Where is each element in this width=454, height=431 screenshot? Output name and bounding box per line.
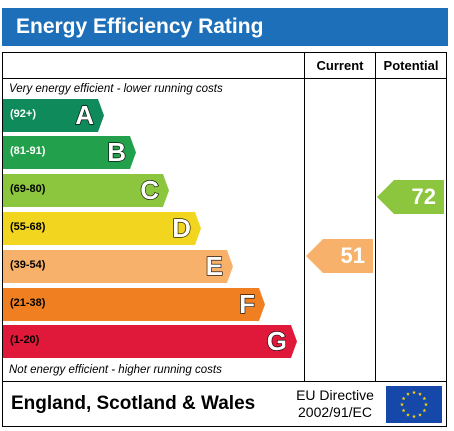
band-range: (69-80) [10, 183, 46, 195]
band-range: (81-91) [10, 145, 46, 157]
eu-star [422, 408, 427, 413]
band-letter: C [140, 175, 159, 205]
band-letter: D [172, 213, 191, 243]
eu-star [418, 412, 422, 417]
band-d: (55-68) D [3, 212, 201, 245]
band-a: (92+) A [3, 99, 104, 132]
chart-title: Energy Efficiency Rating [16, 15, 264, 38]
eu-stars-icon [400, 390, 428, 419]
rating-frame [2, 52, 447, 427]
band-range: (1-20) [10, 334, 40, 346]
eu-star [412, 414, 416, 419]
eu-flag-icon [386, 386, 442, 423]
potential-column-divider [375, 52, 376, 381]
region-label: England, Scotland & Wales [11, 393, 256, 414]
band-letter: F [239, 289, 255, 319]
eu-star [400, 402, 404, 407]
band-range: (21-38) [10, 297, 46, 309]
band-c: (69-80) C [3, 174, 169, 207]
title-bar: Energy Efficiency Rating [2, 8, 448, 46]
band-b: (81-91) B [3, 136, 136, 169]
eu-star [412, 390, 416, 395]
potential-rating-arrow: 72 [377, 180, 444, 214]
potential-column-header: Potential [383, 58, 439, 73]
eu-star [406, 392, 410, 396]
potential-rating-value: 72 [411, 184, 436, 209]
band-g: (1-20) G [3, 325, 297, 358]
bottom-note: Not energy efficient - higher running co… [9, 364, 222, 376]
eu-directive: EU Directive 2002/91/EC [286, 387, 384, 421]
band-letter: E [205, 251, 223, 281]
header-divider [2, 78, 447, 79]
eu-star [401, 408, 406, 413]
eu-star [406, 412, 410, 417]
top-note: Very energy efficient - lower running co… [9, 83, 223, 95]
band-f: (21-38) F [3, 288, 265, 321]
footer-divider [2, 381, 447, 382]
band-range: (39-54) [10, 259, 46, 271]
band-range: (55-68) [10, 221, 46, 233]
band-letter: A [75, 100, 94, 130]
current-rating-value: 51 [340, 243, 365, 268]
current-column-divider [304, 52, 305, 381]
band-e: (39-54) E [3, 250, 233, 283]
directive-line-2: 2002/91/EC [298, 404, 372, 420]
band-letter: B [107, 137, 126, 167]
band-letter: G [266, 326, 287, 356]
band-range: (92+) [10, 108, 36, 120]
eu-star [401, 396, 406, 401]
eu-star [422, 396, 427, 401]
eu-star [424, 402, 428, 407]
current-column-header: Current [316, 58, 364, 73]
eu-star [418, 392, 422, 396]
directive-line-1: EU Directive [296, 387, 374, 403]
